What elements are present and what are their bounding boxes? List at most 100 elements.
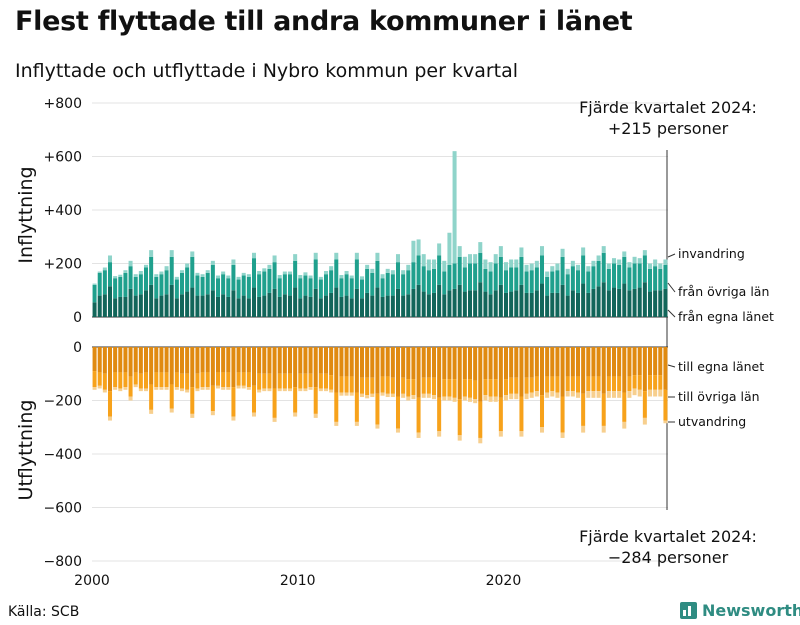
- bar-out-ovriga: [174, 372, 179, 388]
- bar-in-invandring: [329, 266, 334, 271]
- bar-in-ovriga: [663, 264, 668, 289]
- bar-in-invandring: [442, 260, 447, 272]
- bar-out-egna: [390, 347, 395, 378]
- bar-in-ovriga: [313, 259, 318, 289]
- bar-out-ovriga: [416, 397, 421, 433]
- bar-out-egna: [550, 347, 555, 377]
- bar-out-utvandring: [406, 396, 411, 401]
- bar-in-ovriga: [190, 256, 195, 288]
- bar-in-ovriga: [473, 263, 478, 291]
- bar-in-invandring: [509, 259, 514, 268]
- bar-out-utvandring: [442, 396, 447, 401]
- bar-in-ovriga: [375, 260, 380, 288]
- bar-out-ovriga: [236, 372, 241, 386]
- bar-out-ovriga: [622, 392, 627, 422]
- bar-out-egna: [210, 347, 215, 386]
- bar-in-ovriga: [478, 252, 483, 283]
- bar-in-ovriga: [601, 252, 606, 283]
- bar-in-egna: [298, 298, 303, 317]
- bar-in-egna: [282, 294, 287, 317]
- bar-in-ovriga: [395, 262, 401, 289]
- bar-out-ovriga: [267, 373, 272, 389]
- bar-in-ovriga: [380, 278, 385, 297]
- bar-out-ovriga: [385, 376, 390, 394]
- bar-in-ovriga: [524, 271, 529, 293]
- bar-in-egna: [560, 284, 565, 317]
- bar-out-ovriga: [586, 376, 591, 392]
- bar-out-ovriga: [457, 399, 462, 436]
- bar-in-ovriga: [359, 279, 365, 299]
- bar-in-invandring: [246, 274, 251, 277]
- bar-out-egna: [313, 347, 318, 388]
- bar-out-egna: [200, 347, 205, 373]
- bar-out-ovriga: [123, 372, 128, 388]
- bar-in-egna: [457, 284, 462, 317]
- bar-out-ovriga: [303, 373, 308, 389]
- bar-in-invandring: [323, 270, 329, 275]
- bar-out-utvandring: [267, 388, 272, 392]
- bar-in-ovriga: [596, 260, 601, 287]
- bar-in-invandring: [632, 256, 637, 264]
- bar-in-egna: [452, 288, 457, 317]
- bar-out-egna: [221, 347, 226, 373]
- bar-in-egna: [354, 288, 359, 317]
- bar-out-ovriga: [349, 376, 354, 393]
- bar-in-invandring: [503, 262, 509, 271]
- series-label-out: till egna länet: [678, 359, 764, 374]
- bar-in-invandring: [287, 271, 293, 275]
- bar-in-invandring: [200, 274, 205, 277]
- bar-in-invandring: [575, 264, 581, 271]
- bar-out-ovriga: [138, 373, 143, 389]
- bar-out-ovriga: [365, 377, 370, 396]
- bar-out-ovriga: [107, 391, 113, 417]
- bar-in-invandring: [647, 263, 653, 269]
- bar-out-utvandring: [627, 391, 632, 398]
- bar-out-utvandring: [658, 389, 663, 397]
- bar-out-utvandring: [586, 391, 591, 398]
- bar-out-ovriga: [282, 373, 287, 389]
- bar-out-egna: [509, 347, 514, 378]
- bar-in-ovriga: [493, 263, 498, 291]
- bar-in-egna: [395, 288, 401, 317]
- bar-in-invandring: [457, 246, 462, 257]
- bar-out-egna: [514, 347, 519, 378]
- bar-out-egna: [498, 347, 503, 398]
- bar-in-invandring: [365, 264, 370, 269]
- bar-in-invandring: [586, 266, 591, 272]
- bar-out-utvandring: [200, 387, 205, 390]
- bar-out-utvandring: [215, 385, 221, 389]
- bar-in-ovriga: [581, 255, 586, 284]
- bar-in-invandring: [437, 243, 442, 256]
- bar-in-invandring: [401, 270, 406, 275]
- bar-out-utvandring: [293, 412, 298, 417]
- bar-in-egna: [257, 296, 262, 317]
- bar-out-egna: [406, 347, 411, 380]
- bar-out-utvandring: [226, 387, 231, 390]
- bar-out-ovriga: [159, 372, 164, 388]
- bar-out-egna: [462, 347, 467, 380]
- bar-out-egna: [92, 347, 97, 372]
- bar-out-egna: [611, 347, 617, 377]
- bar-out-utvandring: [565, 391, 570, 397]
- bar-in-ovriga: [483, 268, 488, 292]
- bar-out-egna: [622, 347, 627, 393]
- bar-out-ovriga: [221, 372, 226, 388]
- bar-in-egna: [514, 290, 519, 317]
- bar-out-ovriga: [164, 372, 169, 388]
- bar-in-egna: [385, 295, 390, 317]
- bar-in-egna: [488, 294, 493, 317]
- bar-in-egna: [570, 290, 575, 317]
- bar-in-egna: [647, 291, 653, 317]
- bar-out-egna: [370, 347, 375, 378]
- bar-out-egna: [437, 347, 442, 398]
- y-tick-label: −600: [44, 501, 82, 517]
- bar-in-invandring: [545, 271, 550, 277]
- x-tick-label: 2020: [486, 573, 522, 589]
- y-tick-label: 0: [73, 340, 82, 356]
- bar-out-ovriga: [92, 371, 97, 388]
- bar-in-ovriga: [457, 256, 462, 285]
- bar-in-egna: [586, 292, 591, 317]
- bar-in-invandring: [185, 263, 190, 268]
- bar-in-egna: [97, 295, 102, 317]
- bar-out-ovriga: [272, 388, 277, 418]
